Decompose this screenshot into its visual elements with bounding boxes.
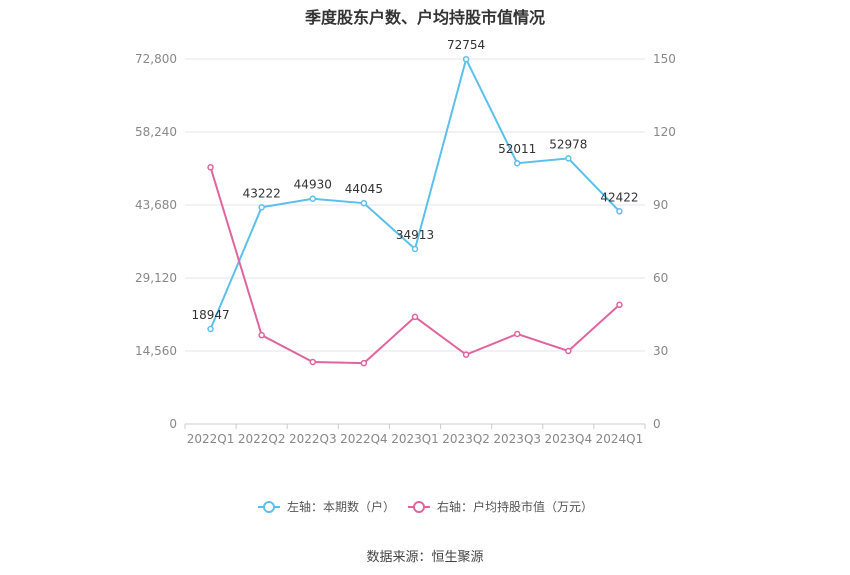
x-axis-tick-label: 2022Q3 [289, 432, 337, 446]
right-axis-tick-label: 120 [653, 125, 676, 139]
right-axis-tick-label: 0 [653, 417, 661, 431]
right-axis-tick-label: 150 [653, 52, 676, 66]
series-1-point [207, 325, 214, 333]
chart-title: 季度股东户数、户均持股市值情况 [304, 8, 545, 27]
series-1-point [462, 55, 470, 63]
series-1-point [411, 245, 419, 253]
series-1-point [513, 159, 521, 167]
data-label: 44930 [294, 178, 332, 192]
data-label: 34913 [396, 228, 434, 242]
x-axis-tick-label: 2024Q1 [596, 432, 644, 446]
left-axis-tick-label: 0 [169, 417, 177, 431]
series-2-point [411, 313, 419, 321]
data-label: 18947 [191, 308, 229, 322]
x-axis-tick-label: 2022Q4 [340, 432, 388, 446]
x-axis-tick-label: 2022Q2 [238, 432, 286, 446]
x-axis-tick-label: 2023Q1 [391, 432, 439, 446]
series-1-point [309, 195, 317, 202]
series-2-point [513, 330, 521, 338]
series-2-point [360, 359, 368, 367]
right-axis-tick-label: 30 [653, 344, 668, 358]
legend-label: 左轴：本期数（户） [287, 499, 395, 514]
right-axis-tick-label: 60 [653, 271, 668, 285]
data-label: 72754 [447, 38, 485, 52]
data-label: 52978 [549, 137, 587, 151]
series-1-point [258, 204, 265, 211]
series-2-point [207, 164, 214, 171]
data-label: 52011 [498, 142, 536, 156]
series-2-point [258, 331, 265, 339]
x-axis-tick-label: 2022Q1 [187, 432, 235, 446]
left-axis-tick-label: 29,120 [135, 271, 177, 285]
legend-swatch-marker [413, 501, 425, 513]
data-label: 43222 [243, 186, 281, 200]
data-label: 42422 [600, 190, 638, 204]
data-label: 44045 [345, 182, 383, 196]
left-axis-tick-label: 58,240 [135, 125, 177, 139]
left-axis-tick-label: 14,560 [135, 344, 177, 358]
x-axis-tick-label: 2023Q2 [442, 432, 490, 446]
series-2-point [565, 347, 572, 355]
left-axis-tick-label: 43,680 [135, 198, 177, 212]
x-axis-tick-label: 2023Q3 [493, 432, 541, 446]
series-1-point [360, 199, 368, 207]
series-1-point [565, 155, 572, 162]
data-source: 数据来源：恒生聚源 [366, 550, 484, 565]
left-axis-tick-label: 72,800 [135, 52, 177, 66]
series-2-point [462, 351, 470, 358]
series-2-point [616, 301, 623, 309]
series-1-point [616, 208, 623, 215]
legend-label: 右轴：户均持股市值（万元） [437, 499, 593, 514]
legend-swatch-marker [263, 501, 275, 513]
x-axis-tick-label: 2023Q4 [545, 432, 593, 446]
right-axis-tick-label: 90 [653, 198, 668, 212]
series-2-point [309, 358, 317, 366]
